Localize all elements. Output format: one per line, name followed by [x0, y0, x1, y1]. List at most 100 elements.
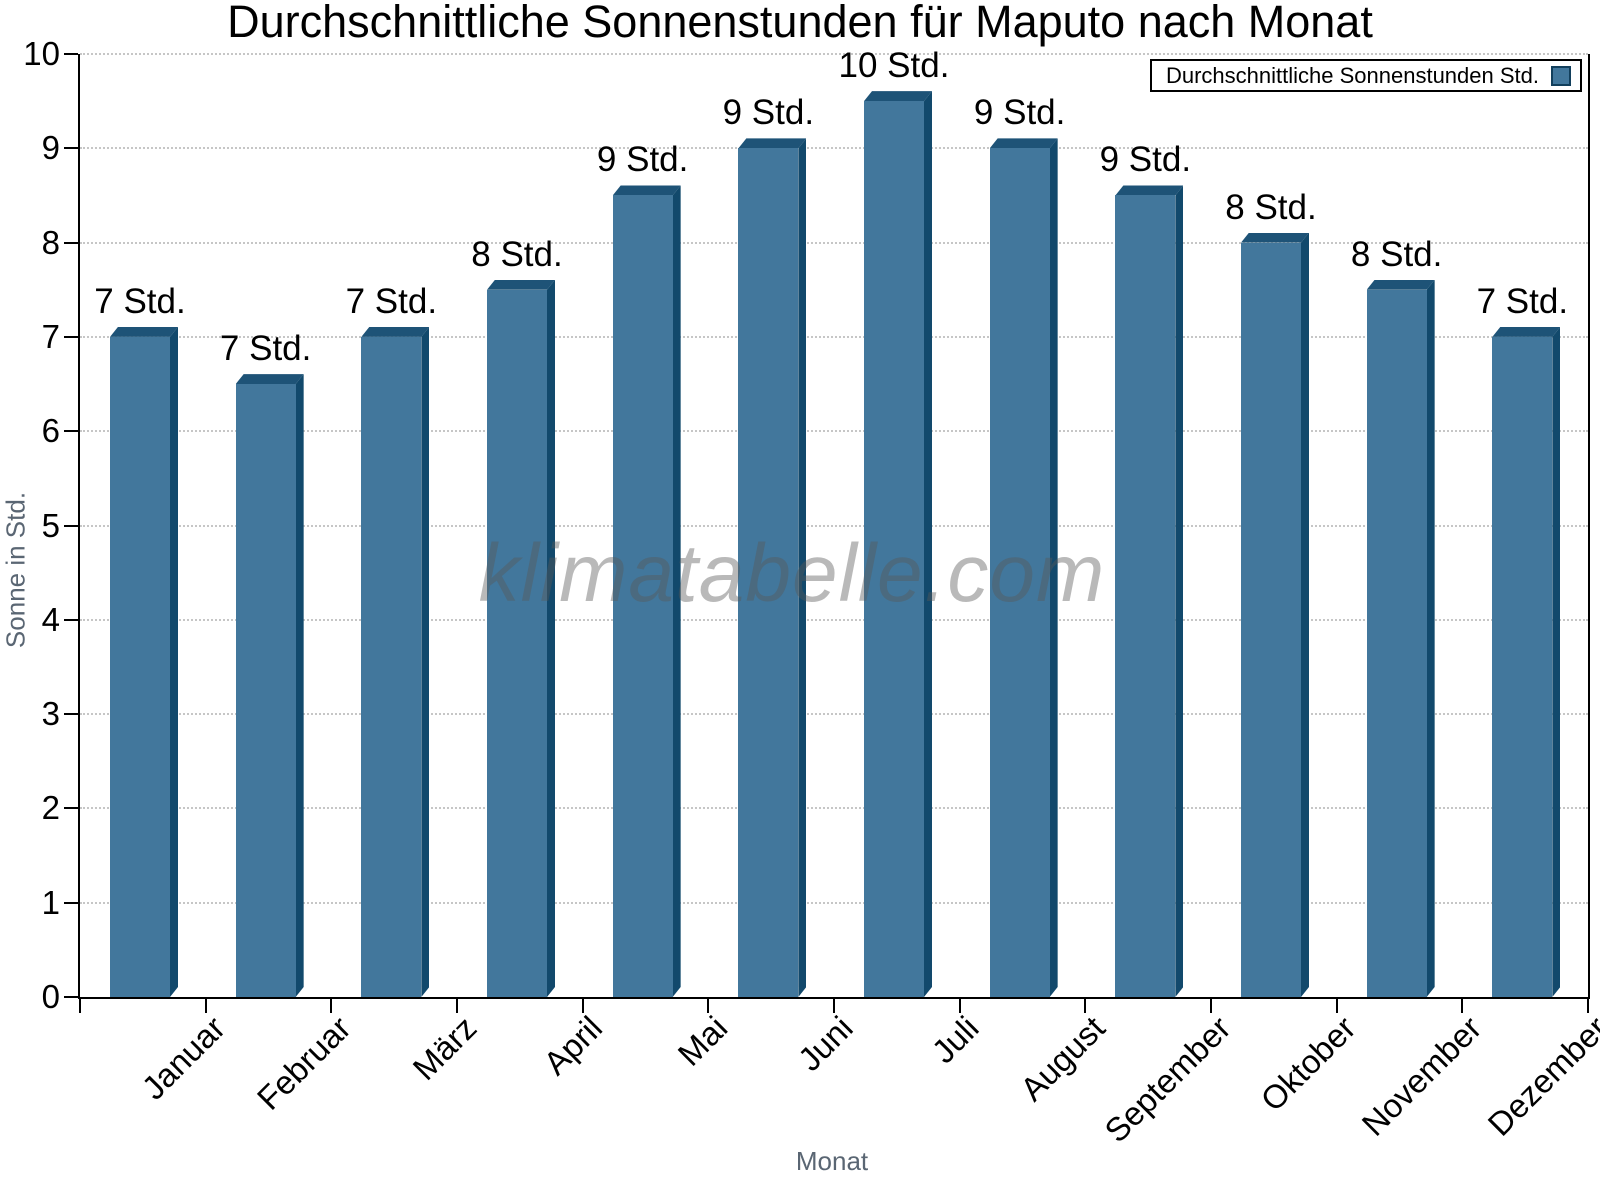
bar-front-face: [1115, 195, 1176, 997]
bar-front-face: [1366, 289, 1427, 997]
x-axis-tick: [1210, 999, 1212, 1013]
y-axis-tick: [64, 996, 78, 998]
bar-front-face: [110, 336, 170, 997]
y-axis-title: Sonne in Std.: [0, 491, 31, 649]
bar-side-face: [673, 185, 681, 997]
y-tick-label: 4: [41, 600, 60, 638]
x-axis-tick: [79, 999, 81, 1013]
bar-value-label: 7 Std.: [1476, 281, 1569, 321]
bar-side-face: [1301, 233, 1309, 997]
x-tick-label-juni: Juni: [791, 1009, 861, 1078]
bar-value-label: 8 Std.: [1225, 187, 1317, 227]
x-axis-tick: [833, 999, 835, 1013]
y-axis-tick: [64, 713, 78, 716]
bar-front-face: [361, 336, 422, 997]
bar-juni: [738, 138, 806, 997]
bar-front-face: [612, 195, 673, 997]
x-tick-label-april: April: [535, 1009, 609, 1082]
gridline-y2: [80, 807, 1588, 810]
x-axis-title: Monat: [795, 1146, 869, 1176]
bar-top-face: [110, 327, 178, 337]
gridline-y3: [80, 713, 1588, 716]
gridline-y6: [80, 430, 1588, 433]
gridline-y5: [80, 524, 1588, 527]
plot-area: 0 1 2 3 4 5 6 7 8 9 10 7 Std. Januar 7 Std. Februar 7 S…: [23, 36, 1600, 1150]
x-tick-label-märz: März: [405, 1009, 484, 1088]
y-axis-tick: [64, 147, 78, 150]
x-axis-tick: [330, 999, 333, 1013]
bar-top-face: [613, 185, 681, 195]
y-axis-tick: [64, 618, 78, 621]
x-tick-label-oktober: Oktober: [1253, 1009, 1363, 1119]
legend-swatch-icon: [1551, 65, 1571, 86]
y-axis-tick: [64, 807, 78, 810]
x-tick-label-dezember: Dezember: [1480, 1009, 1600, 1143]
bar-value-label: 9 Std.: [1099, 140, 1192, 180]
y-tick-label: 3: [41, 695, 60, 733]
x-axis-tick: [456, 999, 458, 1013]
bar-september: [1115, 185, 1183, 997]
bar-value-label: 9 Std.: [722, 93, 815, 133]
bar-value-label: 9 Std.: [596, 140, 689, 180]
legend-label: Durchschnittliche Sonnenstunden Std.: [1165, 62, 1539, 88]
x-tick-label-juli: Juli: [924, 1009, 986, 1071]
gridline-y10: [80, 53, 1588, 55]
y-tick-label: 5: [41, 506, 60, 544]
x-axis-tick: [1461, 999, 1464, 1013]
bar-side-face: [170, 327, 178, 997]
bar-oktober: [1241, 233, 1309, 997]
bar-value-label: 7 Std.: [94, 281, 186, 321]
y-tick-label: 9: [41, 129, 60, 167]
bar-front-face: [487, 289, 547, 997]
bar-side-face: [1427, 280, 1435, 997]
bar-value-label: 9 Std.: [973, 93, 1066, 133]
watermark: klimatabelle.com: [478, 528, 1106, 619]
bar-november: [1366, 280, 1435, 997]
y-axis-tick: [64, 430, 78, 433]
y-tick-label: 6: [41, 412, 60, 450]
bar-value-label: 10 Std.: [838, 46, 950, 86]
bar-front-face: [1492, 336, 1553, 997]
bar-mai: [612, 185, 681, 997]
x-axis-tick: [204, 999, 207, 1013]
bar-side-face: [1552, 327, 1560, 997]
bar-top-face: [1115, 185, 1183, 195]
bar-top-face: [1367, 280, 1435, 290]
x-tick-label-mai: Mai: [670, 1009, 735, 1073]
bar-value-label: 8 Std.: [1350, 234, 1443, 274]
gridline-y9: [80, 147, 1588, 150]
x-axis-tick: [958, 999, 961, 1013]
x-tick-label-november: November: [1354, 1009, 1489, 1143]
bar-januar: [110, 327, 178, 997]
bar-side-face: [296, 374, 304, 997]
x-axis-tick: [581, 999, 584, 1013]
bar-top-face: [236, 374, 304, 384]
y-axis-tick: [64, 241, 78, 244]
bar-value-label: 7 Std.: [219, 329, 312, 369]
y-axis-tick: [64, 335, 78, 338]
x-axis-tick: [1335, 999, 1338, 1013]
bar-top-face: [738, 138, 806, 148]
bar-august: [989, 138, 1058, 997]
y-axis-tick: [64, 901, 78, 904]
y-tick-label: 0: [41, 978, 60, 1015]
bar-märz: [361, 327, 429, 997]
y-axis-tick: [64, 524, 78, 527]
y-tick-label: 8: [41, 223, 60, 261]
bar-side-face: [547, 280, 555, 997]
gridline-y1: [80, 901, 1588, 904]
chart-title: Durchschnittliche Sonnenstunden für Mapu…: [227, 0, 1373, 47]
bar-top-face: [1241, 233, 1309, 243]
bar-front-face: [989, 148, 1050, 997]
bar-side-face: [924, 91, 932, 997]
bar-april: [487, 280, 555, 997]
x-tick-label-august: August: [1012, 1009, 1112, 1108]
bar-top-face: [864, 91, 932, 101]
bar-top-face: [1492, 327, 1560, 337]
bar-top-face: [990, 138, 1058, 148]
bar-front-face: [1241, 242, 1301, 997]
x-axis-tick: [707, 999, 710, 1013]
x-tick-label-februar: Februar: [249, 1009, 358, 1117]
x-tick-label-september: September: [1096, 1009, 1238, 1150]
